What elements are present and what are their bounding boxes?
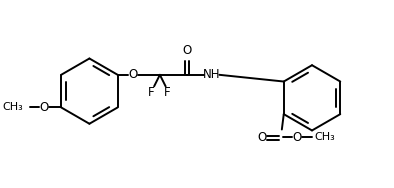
Text: O: O [257, 131, 266, 144]
Text: O: O [39, 101, 48, 114]
Text: F: F [148, 86, 154, 99]
Text: O: O [293, 131, 302, 144]
Text: O: O [128, 68, 138, 81]
Text: CH₃: CH₃ [2, 102, 23, 112]
Text: CH₃: CH₃ [314, 132, 335, 142]
Text: NH: NH [203, 68, 220, 81]
Text: O: O [182, 44, 191, 57]
Text: F: F [164, 86, 171, 99]
